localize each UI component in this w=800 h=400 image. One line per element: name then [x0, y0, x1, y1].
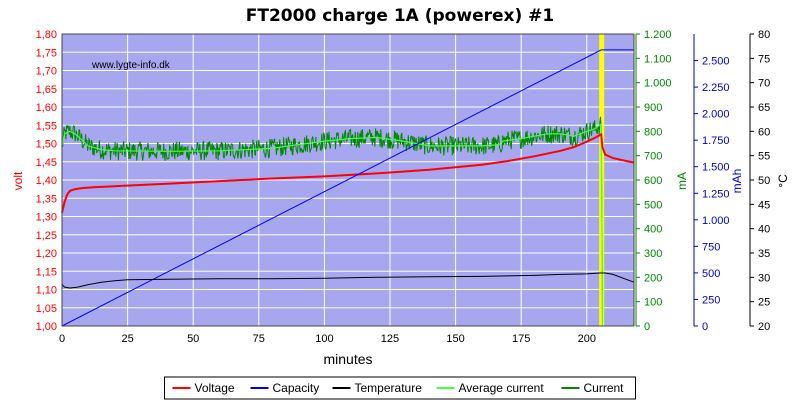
volt-tick-label: 1,45 [36, 157, 57, 169]
temp-axis-ticks: 20 25 30 35 40 45 50 55 60 65 70 75 80 [749, 29, 770, 333]
mah-tick-label: 2.000 [702, 109, 730, 121]
legend-item: Average current [436, 381, 545, 395]
x-tick-label: 0 [59, 333, 65, 345]
ma-tick-label: 300 [644, 248, 662, 260]
mah-tick-label: 2.250 [702, 82, 730, 94]
volt-tick-label: 1,65 [36, 84, 57, 96]
x-tick-label: 200 [578, 333, 596, 345]
temp-tick-label: 65 [758, 102, 770, 114]
volt-tick-label: 1,15 [36, 266, 57, 278]
volt-tick-label: 1,35 [36, 193, 57, 205]
x-tick-label: 150 [446, 333, 464, 345]
legend-item: Capacity [250, 381, 320, 395]
ma-tick-label: 600 [644, 175, 662, 187]
ma-tick-label: 500 [644, 199, 662, 211]
ma-tick-label: 0 [644, 321, 650, 333]
temp-tick-label: 70 [758, 78, 770, 90]
temp-tick-label: 20 [758, 321, 770, 333]
ma-tick-label: 700 [644, 151, 662, 163]
ma-tick-label: 800 [644, 126, 662, 138]
watermark: www.lygte-info.dk [91, 60, 171, 71]
volt-tick-label: 1,60 [36, 102, 57, 114]
legend-label: Voltage [195, 381, 235, 395]
x-tick-label: 175 [512, 333, 530, 345]
ma-axis-ticks: 0 100 200 300 400 500 600 700 800 900 1.000 1.100 1.… [635, 29, 672, 333]
volt-tick-label: 1,55 [36, 120, 57, 132]
volt-axis-ticks: 1,00 1,05 1,10 1,15 1,20 1,25 1,30 1,35 1,40 1,45… [36, 29, 57, 333]
mah-tick-label: 2.500 [702, 56, 730, 68]
legend-label: Current [584, 381, 625, 395]
x-tick-label: 75 [253, 333, 265, 345]
volt-tick-label: 1,70 [36, 66, 57, 78]
x-axis-ticks: 0 25 50 75 100 125 150 175 200 [59, 333, 596, 345]
legend-label: Average current [459, 381, 545, 395]
volt-tick-label: 1,05 [36, 303, 57, 315]
x-tick-label: 50 [187, 333, 199, 345]
legend-item: Temperature [332, 381, 423, 395]
ma-tick-label: 100 [644, 297, 662, 309]
volt-tick-label: 1,40 [36, 175, 57, 187]
legend-label: Temperature [355, 381, 423, 395]
chart-title: FT2000 charge 1A (powerex) #1 [246, 6, 555, 26]
legend: Voltage Capacity Temperature Average curren… [164, 376, 636, 400]
temp-tick-label: 45 [758, 199, 770, 211]
ma-tick-label: 400 [644, 224, 662, 236]
ma-axis-label: mA [675, 172, 689, 190]
mah-tick-label: 1.750 [702, 135, 730, 147]
mah-tick-label: 1.500 [702, 162, 730, 174]
series-temperature [61, 272, 635, 289]
volt-tick-label: 1,00 [36, 321, 57, 333]
temp-tick-label: 80 [758, 29, 770, 41]
volt-tick-label: 1,25 [36, 230, 57, 242]
x-tick-label: 25 [121, 333, 133, 345]
temp-tick-label: 30 [758, 272, 770, 284]
ma-tick-label: 900 [644, 102, 662, 114]
x-tick-label: 125 [381, 333, 399, 345]
legend-item: Current [561, 381, 625, 395]
legend-item: Voltage [172, 381, 235, 395]
series-capacity [61, 49, 634, 327]
temp-tick-label: 40 [758, 224, 770, 236]
volt-tick-label: 1,50 [36, 139, 57, 151]
temp-tick-label: 60 [758, 126, 770, 138]
volt-tick-label: 1,20 [36, 248, 57, 260]
ma-tick-label: 1.100 [644, 53, 672, 65]
mah-tick-label: 500 [702, 268, 720, 280]
mah-tick-label: 750 [702, 241, 720, 253]
temp-tick-label: 55 [758, 151, 770, 163]
legend-box [164, 376, 636, 400]
volt-axis-label: volt [11, 171, 25, 190]
ma-tick-label: 200 [644, 272, 662, 284]
mah-tick-label: 1.250 [702, 188, 730, 200]
ma-tick-label: 1.200 [644, 29, 672, 41]
volt-tick-label: 1,75 [36, 47, 57, 59]
mah-tick-label: 0 [702, 321, 708, 333]
temp-tick-label: 50 [758, 175, 770, 187]
mah-axis-label: mAh [730, 169, 744, 194]
series-lines [61, 49, 635, 327]
legend-label: Capacity [273, 381, 320, 395]
volt-tick-label: 1,30 [36, 212, 57, 224]
mah-axis-ticks: 0 250 500 750 1.000 1.250 1.500 1.750 2.000 2.250… [693, 34, 730, 333]
ma-tick-label: 1.000 [644, 78, 672, 90]
temp-tick-label: 35 [758, 248, 770, 260]
volt-tick-label: 1,10 [36, 285, 57, 297]
plot-border [61, 33, 635, 327]
temp-tick-label: 25 [758, 297, 770, 309]
x-axis-label: minutes [323, 351, 372, 367]
temp-tick-label: 75 [758, 53, 770, 65]
series-average-current [61, 122, 604, 327]
temp-axis-label: °C [776, 174, 790, 188]
x-tick-label: 100 [315, 333, 333, 345]
mah-tick-label: 250 [702, 294, 720, 306]
mah-tick-label: 1.000 [702, 215, 730, 227]
volt-tick-label: 1,80 [36, 29, 57, 41]
series-voltage [61, 132, 635, 214]
